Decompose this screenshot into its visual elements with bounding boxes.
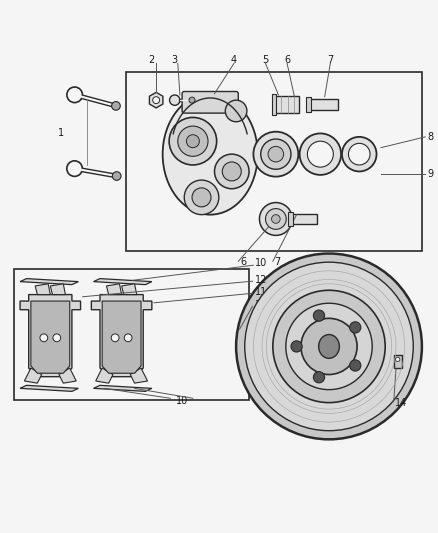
Circle shape (245, 262, 413, 431)
Text: 4: 4 (231, 55, 237, 65)
Circle shape (291, 341, 302, 352)
Bar (275, 96, 299, 113)
Polygon shape (20, 279, 78, 285)
Polygon shape (20, 295, 81, 377)
Polygon shape (94, 279, 152, 285)
Text: 7: 7 (274, 257, 280, 267)
Circle shape (307, 141, 333, 167)
Circle shape (265, 208, 286, 229)
Circle shape (300, 133, 341, 175)
Bar (310, 99, 338, 110)
Polygon shape (95, 368, 113, 383)
Circle shape (313, 372, 325, 383)
Circle shape (215, 154, 249, 189)
Circle shape (192, 188, 211, 207)
Circle shape (124, 334, 132, 342)
Text: 12: 12 (254, 276, 267, 285)
Text: 8: 8 (427, 132, 434, 142)
Circle shape (313, 310, 325, 321)
Circle shape (40, 334, 48, 342)
Bar (291, 214, 318, 224)
Circle shape (153, 96, 159, 103)
Text: 10: 10 (254, 258, 267, 268)
Bar (126, 72, 422, 252)
Bar (394, 355, 402, 368)
Circle shape (189, 97, 195, 103)
Text: 1: 1 (58, 127, 64, 138)
Polygon shape (130, 368, 148, 383)
Circle shape (350, 322, 361, 333)
Text: 13: 13 (254, 301, 267, 310)
FancyBboxPatch shape (182, 92, 238, 113)
Polygon shape (102, 301, 141, 373)
Polygon shape (59, 368, 76, 383)
Circle shape (396, 357, 400, 361)
Circle shape (342, 137, 377, 172)
Circle shape (113, 172, 121, 180)
Text: 2: 2 (149, 55, 155, 65)
Circle shape (254, 132, 298, 176)
Circle shape (187, 135, 199, 148)
Circle shape (112, 102, 120, 110)
Text: 11: 11 (254, 287, 267, 297)
Circle shape (272, 215, 280, 223)
Bar (306, 97, 311, 112)
Circle shape (350, 360, 361, 371)
Circle shape (67, 87, 82, 102)
Polygon shape (122, 284, 137, 295)
Polygon shape (149, 92, 163, 108)
Ellipse shape (318, 335, 339, 358)
Circle shape (184, 180, 219, 215)
Ellipse shape (162, 94, 258, 215)
Polygon shape (106, 284, 122, 295)
Circle shape (349, 143, 370, 165)
Circle shape (225, 100, 247, 122)
Polygon shape (20, 385, 78, 391)
Polygon shape (94, 385, 152, 391)
Polygon shape (92, 295, 152, 377)
Bar (14, 269, 249, 400)
Circle shape (170, 95, 180, 106)
Text: 14: 14 (395, 399, 407, 408)
Polygon shape (50, 284, 65, 295)
Bar (288, 212, 293, 226)
Circle shape (236, 254, 422, 439)
Circle shape (67, 161, 82, 176)
Circle shape (301, 318, 357, 375)
Text: 6: 6 (284, 55, 290, 65)
Bar (272, 94, 276, 115)
Circle shape (259, 203, 292, 236)
Circle shape (53, 334, 61, 342)
Circle shape (222, 162, 241, 181)
Circle shape (273, 290, 385, 402)
Circle shape (268, 147, 284, 162)
Text: 6: 6 (241, 257, 247, 267)
Polygon shape (31, 301, 70, 373)
Text: 9: 9 (427, 168, 434, 179)
Polygon shape (25, 368, 42, 383)
Circle shape (169, 117, 217, 165)
Circle shape (286, 303, 372, 390)
Text: 7: 7 (327, 55, 333, 65)
Polygon shape (35, 284, 50, 295)
Text: 5: 5 (262, 55, 268, 65)
Text: 3: 3 (172, 55, 178, 65)
Circle shape (111, 334, 119, 342)
Circle shape (178, 126, 208, 156)
Text: 10: 10 (176, 397, 188, 406)
Circle shape (261, 139, 291, 169)
